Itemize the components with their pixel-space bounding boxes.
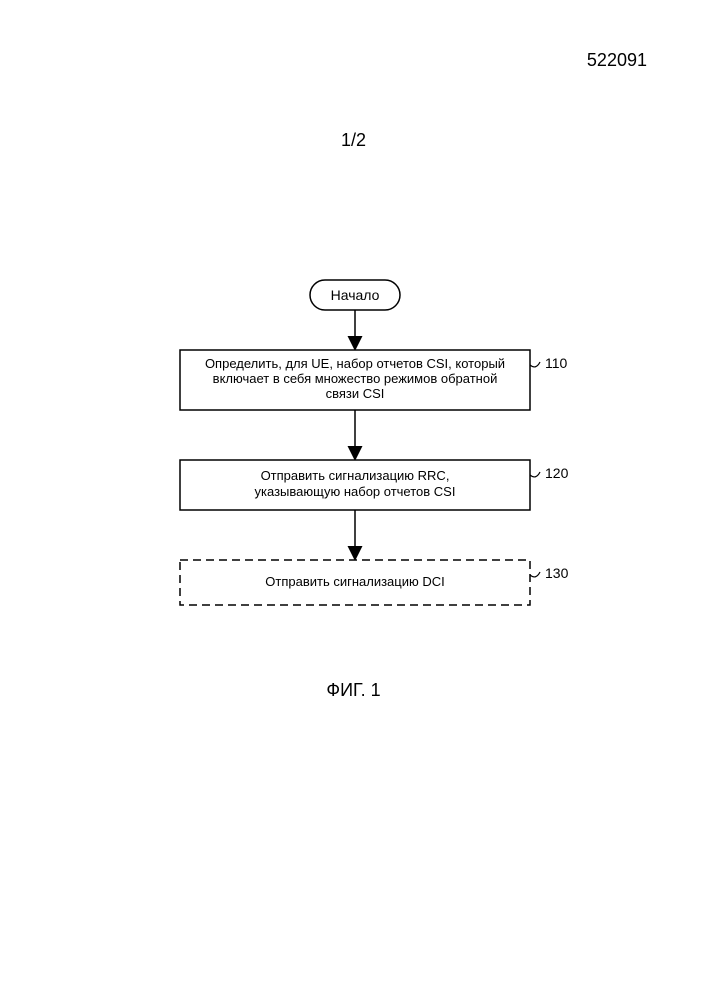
node-start-label: Начало bbox=[331, 287, 380, 303]
ref-tick-130 bbox=[530, 572, 540, 577]
node-step-110-line2: включает в себя множество режимов обратн… bbox=[213, 371, 498, 386]
node-step-120-line2: указывающую набор отчетов CSI bbox=[255, 484, 456, 499]
ref-label-120: 120 bbox=[545, 465, 569, 481]
flowchart-svg: Начало Определить, для UE, набор отчетов… bbox=[0, 270, 707, 640]
ref-label-110: 110 bbox=[545, 355, 568, 371]
node-step-110-line1: Определить, для UE, набор отчетов CSI, к… bbox=[205, 356, 505, 371]
node-step-130-line1: Отправить сигнализацию DCI bbox=[265, 574, 444, 589]
node-step-120-line1: Отправить сигнализацию RRC, bbox=[261, 468, 450, 483]
ref-label-130: 130 bbox=[545, 565, 569, 581]
ref-tick-120 bbox=[530, 472, 540, 477]
figure-caption: ФИГ. 1 bbox=[326, 680, 380, 701]
node-step-110-line3: связи CSI bbox=[326, 386, 385, 401]
page-number: 1/2 bbox=[341, 130, 366, 151]
ref-tick-110 bbox=[530, 362, 540, 367]
document-number: 522091 bbox=[587, 50, 647, 71]
